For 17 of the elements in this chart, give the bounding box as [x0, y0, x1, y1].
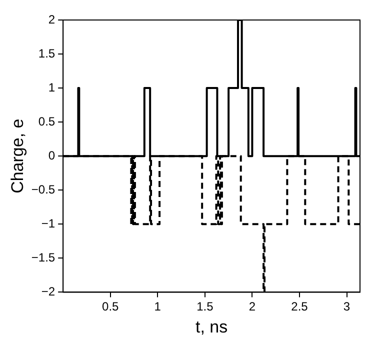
y-tick-label: 1.5 — [38, 46, 56, 60]
x-tick-label: 3 — [343, 300, 350, 314]
x-axis-title: t, ns — [195, 317, 228, 336]
y-tick-label: 1 — [48, 80, 56, 94]
x-tick-label: 2 — [248, 300, 256, 314]
y-tick-label: 0.5 — [38, 114, 56, 128]
y-tick-label: −1 — [41, 216, 56, 230]
y-tick-label: 2 — [48, 12, 56, 26]
x-tick-label: 2.5 — [291, 300, 308, 314]
y-tick-label: 0 — [48, 148, 56, 162]
x-tick-label: 0.5 — [102, 300, 120, 314]
y-tick-label: −1.5 — [31, 250, 56, 264]
y-tick-label: −0.5 — [31, 182, 56, 196]
x-tick-label: 1 — [154, 300, 162, 314]
y-tick-label: −2 — [41, 284, 56, 299]
x-tick-label: 1.5 — [196, 300, 214, 314]
y-axis-title: Charge, e — [8, 118, 27, 194]
